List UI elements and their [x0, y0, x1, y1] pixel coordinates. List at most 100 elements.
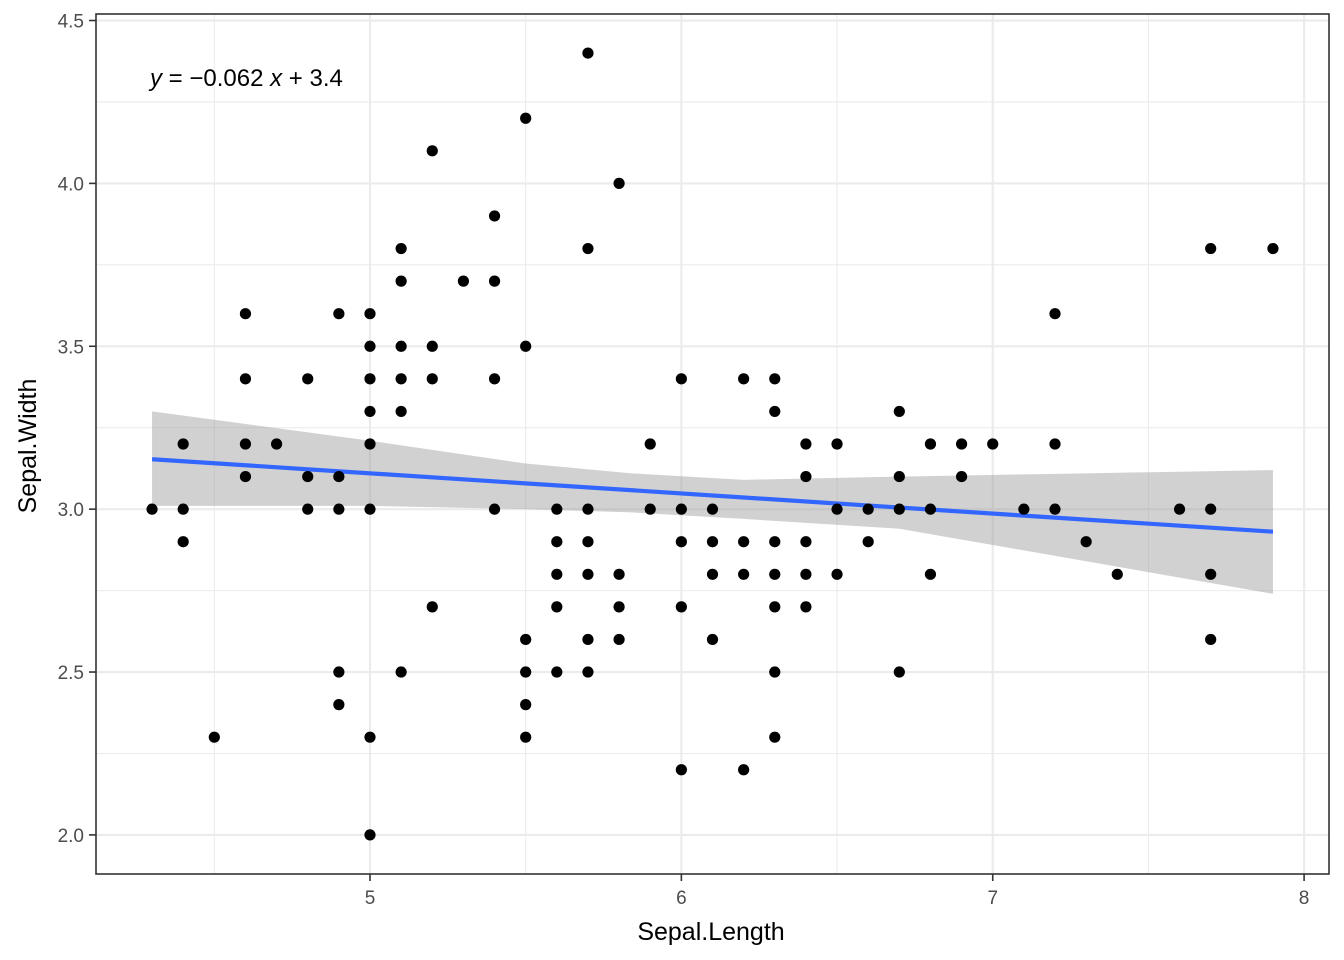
equation-plus: + [282, 65, 309, 92]
data-point [582, 47, 594, 59]
data-point [364, 438, 376, 450]
data-point [1205, 633, 1217, 646]
data-point [706, 503, 719, 515]
data-point [582, 536, 594, 548]
data-point [1018, 503, 1030, 515]
data-point [177, 536, 189, 548]
data-point [364, 731, 376, 743]
data-point [395, 340, 407, 352]
confidence-band-layer [152, 411, 1273, 594]
data-point [488, 210, 501, 222]
data-point [769, 568, 781, 580]
data-point [364, 829, 376, 841]
panel-border [95, 13, 1330, 875]
confidence-band [152, 411, 1273, 594]
panel-background [96, 14, 1329, 874]
data-point [302, 373, 314, 385]
data-point [457, 275, 470, 287]
data-point [520, 699, 532, 711]
data-point [551, 601, 563, 613]
data-point [395, 666, 407, 678]
data-point [239, 308, 252, 320]
x-tick-label: 5 [365, 888, 376, 909]
data-point [395, 373, 407, 385]
data-point [800, 568, 812, 580]
data-point [582, 568, 594, 580]
data-point [769, 731, 781, 743]
data-point [738, 373, 750, 385]
data-point [769, 373, 781, 385]
data-point [1049, 308, 1061, 320]
data-point [831, 568, 843, 580]
data-point [675, 503, 687, 515]
data-point [769, 405, 781, 418]
data-point [675, 536, 687, 548]
data-point [146, 503, 158, 515]
data-point [488, 503, 501, 515]
data-point [862, 536, 874, 548]
data-point [738, 536, 750, 548]
data-point [551, 568, 563, 580]
data-point [239, 470, 252, 483]
data-point [1049, 503, 1061, 515]
plot-panel [96, 14, 1329, 874]
data-point [862, 503, 874, 515]
data-point [675, 764, 687, 776]
y-tick-label: 4.5 [58, 12, 84, 33]
data-point [800, 438, 812, 450]
panel-frame [95, 13, 1330, 875]
data-point [769, 601, 781, 613]
y-tick-label: 2.0 [58, 826, 84, 847]
data-point [302, 470, 314, 483]
equation-intercept: 3.4 [309, 65, 342, 92]
x-axis-title: Sepal.Length [637, 918, 784, 946]
data-point [769, 536, 781, 548]
data-point [893, 470, 905, 483]
data-point [893, 503, 905, 515]
data-point [1111, 568, 1123, 580]
data-point [520, 112, 532, 124]
data-point [582, 633, 594, 646]
data-point [924, 503, 937, 515]
data-point [831, 503, 843, 515]
data-point [613, 568, 625, 580]
data-point [302, 503, 314, 515]
data-point [1205, 242, 1217, 255]
data-point [955, 438, 968, 450]
data-point [395, 242, 407, 255]
data-point [987, 438, 999, 450]
equation-minus: − [189, 65, 203, 92]
data-point [893, 405, 905, 418]
data-point [893, 666, 905, 678]
data-point [1080, 536, 1092, 548]
data-point [364, 308, 376, 320]
y-tick-label: 3.0 [58, 500, 84, 521]
y-axis: 2.0 2.5 3.0 3.5 4.0 4.5 [58, 12, 96, 847]
data-point [364, 340, 376, 352]
data-point [1205, 568, 1217, 580]
data-point [924, 438, 937, 450]
x-tick-label: 7 [987, 888, 998, 909]
data-point [644, 438, 656, 450]
equation-eq-sign: = [162, 65, 189, 92]
data-point [426, 340, 438, 352]
data-point [706, 633, 719, 646]
data-point [177, 503, 189, 515]
data-point [831, 438, 843, 450]
data-point [613, 633, 625, 646]
data-point [395, 275, 407, 287]
data-point [769, 666, 781, 678]
data-point [706, 568, 719, 580]
data-point [520, 340, 532, 352]
data-point [551, 666, 563, 678]
data-point [1267, 242, 1279, 255]
data-point [738, 568, 750, 580]
data-point [955, 470, 968, 483]
data-point [208, 731, 220, 743]
x-axis: 5 6 7 8 [365, 874, 1309, 909]
data-point [270, 438, 283, 450]
data-point [800, 601, 812, 613]
data-point [800, 536, 812, 548]
y-tick-label: 3.5 [58, 337, 84, 358]
